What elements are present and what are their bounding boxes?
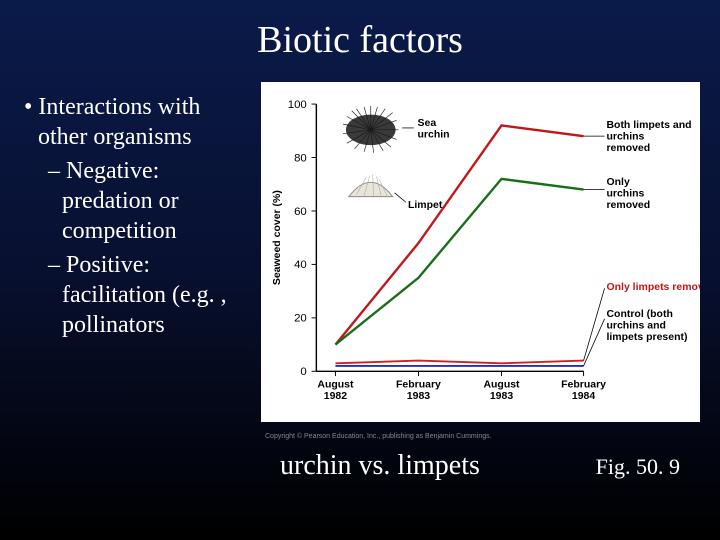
figure-reference: Fig. 50. 9 [596,454,680,480]
bullet-level2-negative: – Negative: predation or competition [20,156,255,246]
svg-text:20: 20 [294,313,307,325]
caption-row: urchin vs. limpets Fig. 50. 9 [0,422,720,482]
legend-limpet: Limpet [408,200,443,211]
svg-text:August: August [317,380,354,391]
svg-text:February: February [396,380,441,391]
series-limpets-removed [335,361,583,364]
slide-title: Biotic factors [0,0,720,62]
bullet-level1: • Interactions with other organisms [20,92,255,152]
svg-text:100: 100 [288,99,307,111]
x-ticks: August 1982 February 1983 August 1983 Fe… [317,371,606,402]
label-limpets-removed: Only limpets removed [606,282,700,293]
svg-text:40: 40 [294,259,307,271]
series-both-removed [335,125,583,344]
label-control: Control (both urchins and limpets presen… [606,309,687,343]
chart-container: 0 20 40 60 80 100 Seaweed cover (%) Augu… [261,82,700,422]
svg-text:60: 60 [294,206,307,218]
bullet-level2-positive: – Positive: facilitation (e.g. , pollina… [20,250,255,340]
sea-urchin-icon [343,106,398,153]
legend-sea-urchin: Seaurchin [418,118,450,140]
series-urchins-removed [335,179,583,345]
content-row: • Interactions with other organisms – Ne… [0,62,720,422]
label-both-removed: Both limpets and urchins removed [606,120,694,154]
svg-text:1984: 1984 [572,391,595,402]
chart-caption: urchin vs. limpets [280,450,480,482]
svg-text:1983: 1983 [407,391,430,402]
svg-text:1983: 1983 [490,391,513,402]
svg-text:1982: 1982 [324,391,347,402]
y-ticks: 0 20 40 60 80 100 [288,99,317,378]
line-chart: 0 20 40 60 80 100 Seaweed cover (%) Augu… [261,82,700,422]
svg-text:August: August [483,380,520,391]
svg-text:80: 80 [294,152,307,164]
svg-text:0: 0 [300,366,306,378]
svg-text:February: February [561,380,606,391]
y-axis-label: Seaweed cover (%) [272,190,283,285]
bullet-list: • Interactions with other organisms – Ne… [20,82,255,422]
label-urchins-removed: Only urchins removed [606,177,650,211]
copyright-text: Copyright © Pearson Education, Inc., pub… [265,433,492,440]
limpet-icon [349,175,393,197]
